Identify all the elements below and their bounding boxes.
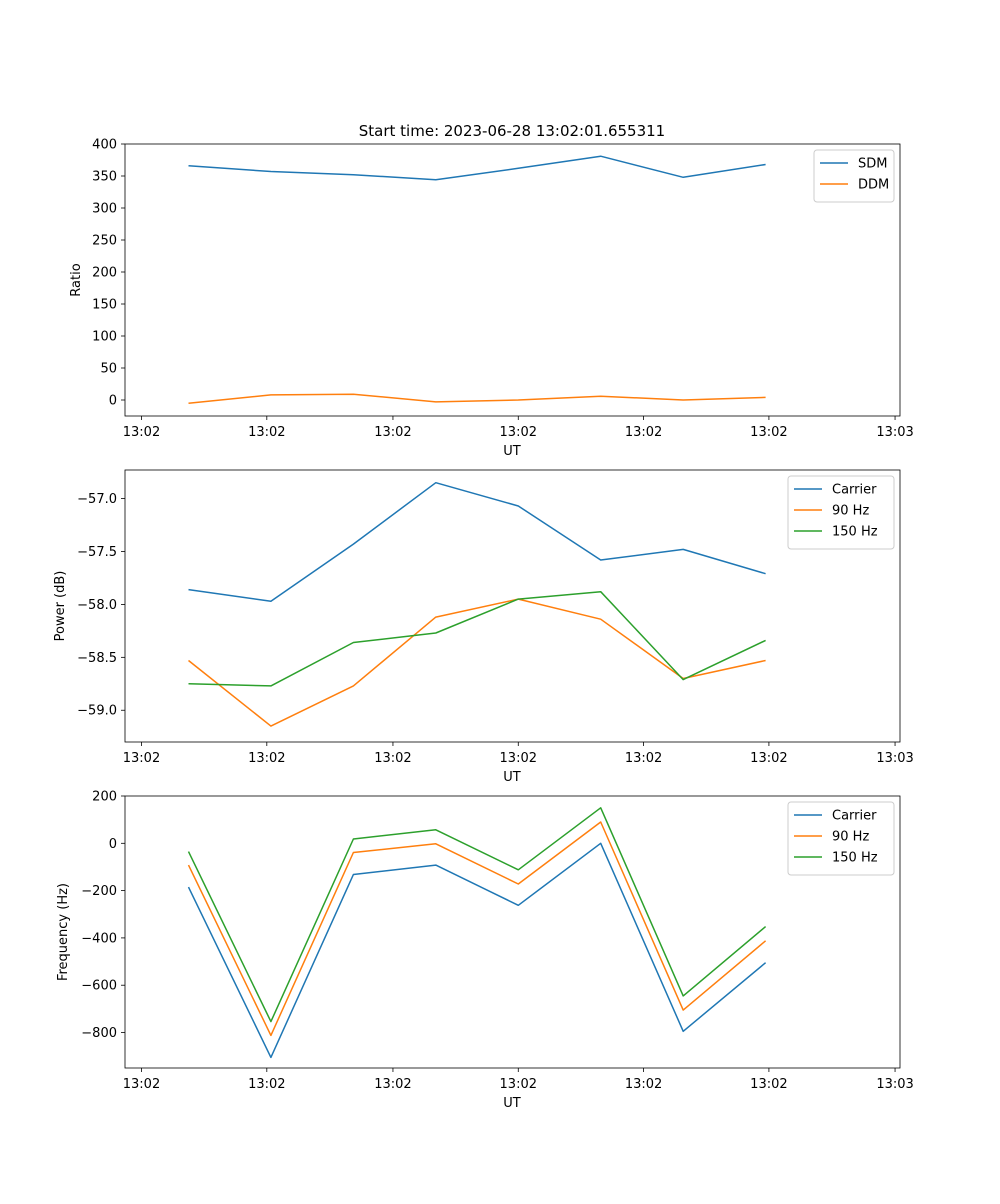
x-tick-label: 13:02 — [500, 1077, 537, 1092]
series-line-sdm — [188, 155, 766, 181]
y-tick-label: 150 — [92, 298, 117, 313]
axes-frame — [124, 795, 901, 1069]
y-tick-label: −57.5 — [77, 545, 117, 560]
series-line-ddm — [188, 393, 766, 404]
y-tick-label: −58.5 — [77, 651, 117, 666]
y-tick-label: 400 — [92, 138, 117, 153]
y-tick-label: 200 — [92, 790, 117, 805]
series-line-90-hz — [188, 598, 766, 727]
y-tick-label: 0 — [109, 837, 117, 852]
legend-label: 90 Hz — [832, 504, 869, 519]
x-axis-label: UT — [503, 1096, 521, 1111]
y-tick-label: 250 — [92, 234, 117, 249]
y-tick-label: −58.0 — [77, 598, 117, 613]
x-tick-label: 13:02 — [248, 751, 285, 766]
subplot-1: 13:02 13:02 13:02 13:02 13:02 13:02 13:03 0 50 10… — [69, 138, 914, 460]
x-tick-label: 13:02 — [123, 1077, 160, 1092]
y-tick-label: −200 — [81, 884, 117, 899]
x-tick-label: 13:02 — [500, 751, 537, 766]
legend: Carrier 90 Hz 150 Hz — [787, 801, 895, 876]
y-tick-label: 300 — [92, 202, 117, 217]
x-tick-label: 13:02 — [750, 751, 787, 766]
x-tick-label: 13:02 — [123, 751, 160, 766]
y-tick-label: −57.0 — [77, 492, 117, 507]
legend-label: 150 Hz — [832, 851, 878, 866]
x-tick-label: 13:02 — [625, 1077, 662, 1092]
x-tick-label: 13:02 — [374, 751, 411, 766]
series-line-90-hz — [187, 821, 767, 1037]
legend-label: 90 Hz — [832, 830, 869, 845]
legend-label: 150 Hz — [832, 525, 878, 540]
x-tick-label: 13:02 — [374, 425, 411, 440]
x-tick-label: 13:03 — [876, 425, 913, 440]
x-tick-label: 13:02 — [625, 425, 662, 440]
x-tick-label: 13:02 — [123, 425, 160, 440]
y-tick-label: 50 — [100, 362, 117, 377]
legend-label: Carrier — [832, 809, 877, 824]
axes-frame — [124, 143, 901, 417]
x-axis-label: UT — [503, 770, 521, 785]
y-tick-label: 200 — [92, 266, 117, 281]
x-tick-label: 13:02 — [625, 751, 662, 766]
x-tick-label: 13:02 — [750, 1077, 787, 1092]
y-tick-label: 350 — [92, 170, 117, 185]
y-tick-label: 0 — [109, 394, 117, 409]
x-tick-label: 13:02 — [500, 425, 537, 440]
y-axis-label: Frequency (Hz) — [56, 883, 71, 981]
x-tick-label: 13:03 — [876, 751, 913, 766]
series-line-150-hz — [187, 807, 767, 1023]
series-line-carrier — [187, 842, 767, 1059]
x-axis-label: UT — [503, 444, 521, 459]
x-tick-label: 13:02 — [248, 425, 285, 440]
legend: SDM DDM — [813, 149, 895, 203]
legend-label: SDM — [858, 157, 887, 172]
chart-title: Start time: 2023-06-28 13:02:01.655311 — [359, 122, 665, 140]
series-line-150-hz — [188, 590, 766, 687]
x-tick-label: 13:03 — [876, 1077, 913, 1092]
legend: Carrier 90 Hz 150 Hz — [787, 475, 895, 550]
y-axis-label: Ratio — [69, 263, 84, 296]
x-tick-label: 13:02 — [374, 1077, 411, 1092]
y-axis-label: Power (dB) — [53, 571, 68, 642]
x-tick-label: 13:02 — [750, 425, 787, 440]
subplot-3: 13:02 13:02 13:02 13:02 13:02 13:02 13:03 −800 −… — [56, 790, 914, 1112]
y-tick-label: −800 — [81, 1026, 117, 1041]
y-tick-label: −59.0 — [77, 704, 117, 719]
y-tick-label: −600 — [81, 979, 117, 994]
subplot-2: 13:02 13:02 13:02 13:02 13:02 13:02 13:03 −59.0… — [53, 469, 914, 785]
series-line-carrier — [188, 481, 766, 602]
y-tick-label: 100 — [92, 330, 117, 345]
axes-frame — [124, 469, 901, 743]
plots-container: 13:02 13:02 13:02 13:02 13:02 13:02 13:03 0 50 10… — [53, 138, 914, 1112]
x-tick-label: 13:02 — [248, 1077, 285, 1092]
y-tick-label: −400 — [81, 931, 117, 946]
legend-label: Carrier — [832, 483, 877, 498]
legend-label: DDM — [858, 178, 889, 193]
